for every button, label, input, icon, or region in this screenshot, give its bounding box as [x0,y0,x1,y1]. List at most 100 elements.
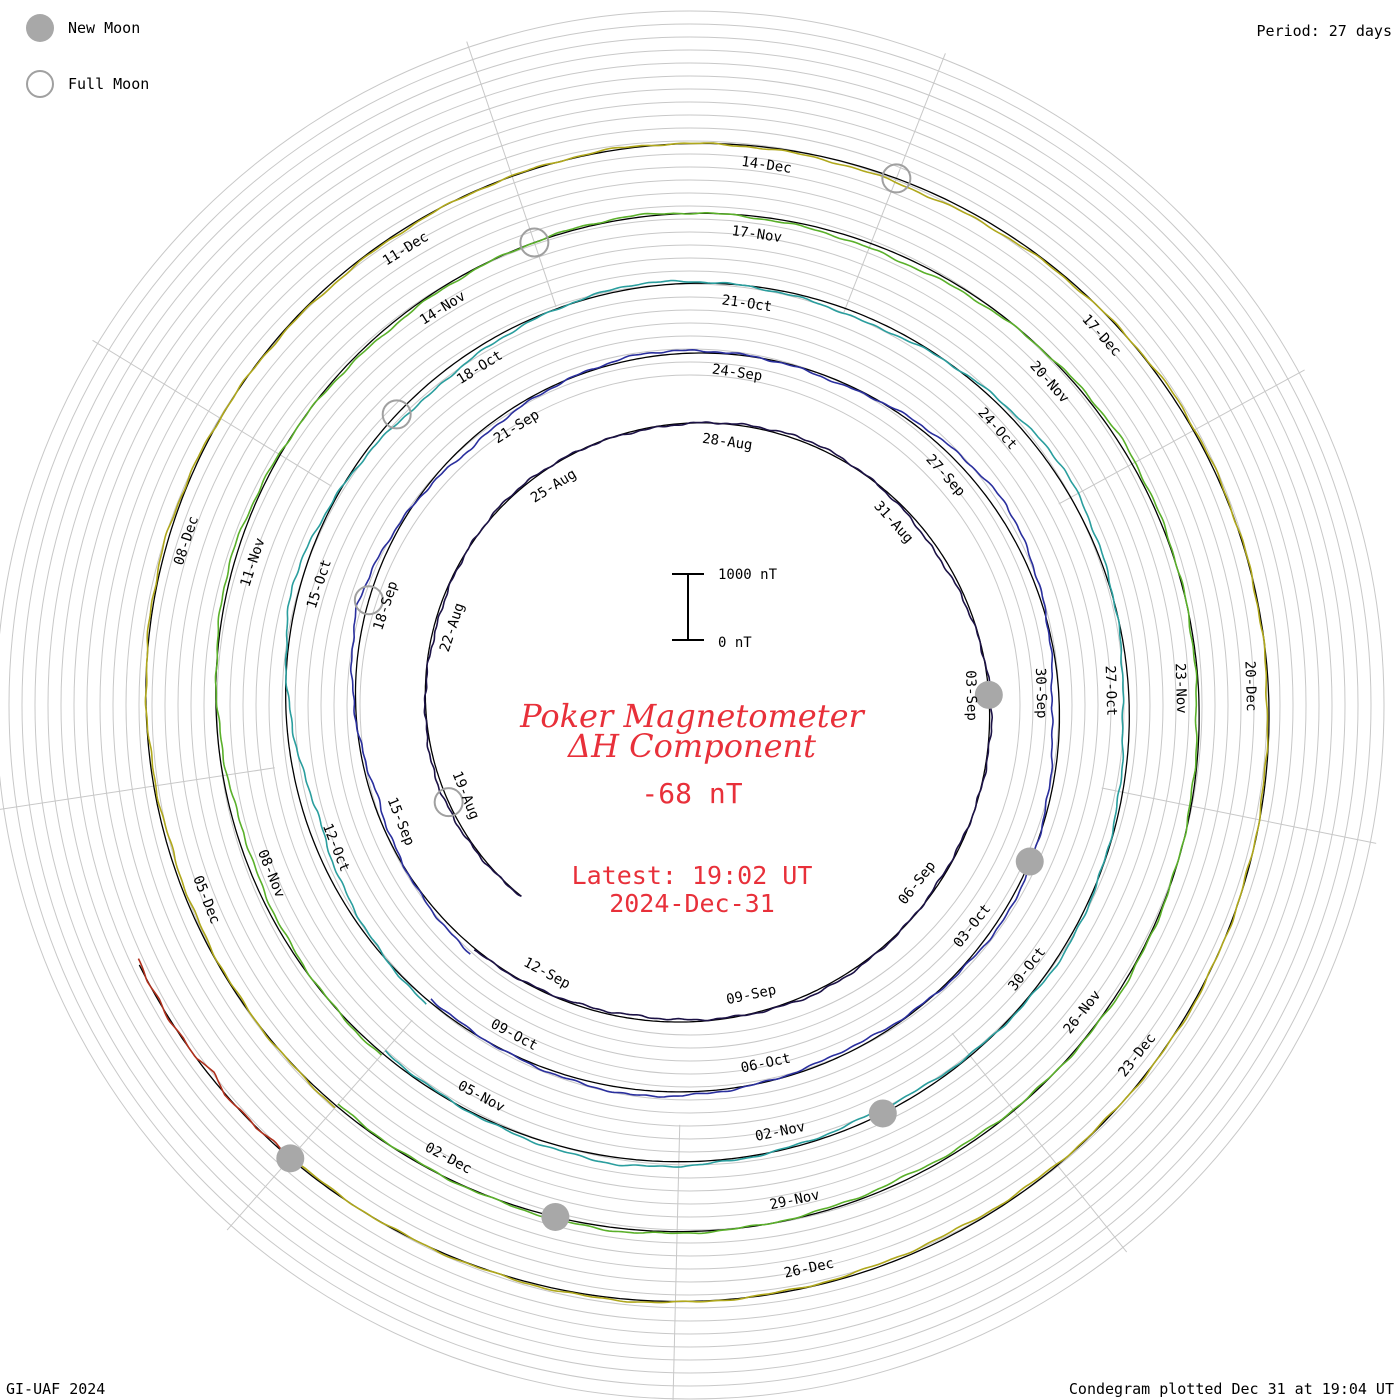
grid-ring [138,153,1242,1257]
date-label: 31-Aug [870,498,916,546]
series-turn-3 [284,279,1125,1168]
grid-ring [73,88,1307,1322]
date-spoke [92,339,332,487]
series-turn-5 [144,142,1269,1304]
new-moon-marker [276,1144,305,1173]
grid-ring [8,23,1372,1387]
series-turn-6 [137,958,290,1161]
scale-bar-top-label: 1000 nT [718,567,778,583]
date-label: 30-Oct [1006,944,1050,994]
full-moon-marker [433,787,464,818]
date-label: 14-Nov [417,288,468,328]
grid-ring [47,62,1333,1348]
date-spoke [1058,369,1305,505]
grid-ring [177,192,1203,1218]
date-label: 27-Oct [1102,665,1120,716]
date-label: 18-Oct [454,348,505,388]
chart-subtitle: ΔH Component [566,727,816,765]
date-label: 30-Sep [1032,668,1050,719]
grid-ring [60,75,1320,1335]
grid-ring [0,10,1385,1400]
legend-full-moon: Full Moon [26,70,149,98]
date-spoke [842,53,946,315]
date-label: 20-Dec [1241,661,1259,712]
footer-credit: GI-UAF 2024 [6,1380,106,1398]
data-series [137,142,1270,1304]
current-value: -68 nT [641,777,742,810]
date-label: 14-Dec [740,154,792,177]
date-label: 02-Dec [422,1140,474,1178]
new-moon-marker [974,680,1003,709]
date-label: 02-Nov [754,1119,807,1145]
date-label: 29-Nov [768,1187,821,1213]
full-moon-marker [381,399,412,430]
new-moon-marker [868,1099,897,1128]
new-moon-label: New Moon [68,19,141,37]
grid-ring [151,166,1229,1244]
date-label: 17-Nov [731,223,783,246]
date-label: 25-Aug [528,466,579,506]
grid-ring [307,322,1073,1088]
date-label: 06-Oct [739,1050,792,1076]
grid-ring [203,218,1177,1192]
legend-new-moon: New Moon [26,14,140,42]
date-label: 08-Dec [171,514,202,567]
date-label: 11-Nov [238,536,269,589]
grid-ring [86,101,1294,1309]
grid-ring [164,179,1216,1231]
date-spoke [0,767,275,810]
grid-ring [190,205,1190,1205]
grid-ring [34,49,1346,1361]
grid-ring [346,361,1034,1049]
date-label: 19-Aug [449,769,483,822]
date-spoke [1101,787,1377,844]
series-turn-4 [214,212,1198,1235]
date-spoke [466,41,557,308]
date-spokes [0,41,1377,1400]
date-label: 23-Nov [1172,663,1190,714]
grid-ring [242,257,1138,1153]
date-label: 09-Sep [725,982,778,1008]
new-moon-marker [541,1202,570,1231]
date-label: 21-Sep [491,407,542,447]
period-label: Period: 27 days [1256,22,1392,40]
grid-ring [99,114,1281,1296]
full-moon-label: Full Moon [68,75,150,93]
date-label: 06-Sep [895,858,939,908]
grid-ring [281,296,1099,1114]
scale-bar: 1000 nT 0 nT [672,567,778,651]
date-spoke [672,1124,681,1400]
new-moon-icon [26,14,54,42]
grid-ring [359,374,1021,1036]
full-moon-marker [353,585,384,616]
date-spoke [951,1032,1128,1253]
grid-ring [294,309,1086,1101]
date-label: 03-Sep [962,670,980,721]
new-moon-marker [1015,847,1044,876]
latest-time: Latest: 19:02 UT [572,861,813,890]
date-label: 24-Sep [711,362,763,385]
grid-ring [21,36,1359,1374]
date-label: 23-Dec [1116,1031,1160,1081]
moon-markers [276,163,1044,1231]
chart-title: Poker Magnetometer [519,697,865,735]
series-turn-2 [350,348,1054,1098]
grid-ring [333,348,1047,1062]
series-turn-1 [423,421,994,1022]
grid-ring [268,283,1112,1127]
date-label: 12-Sep [521,955,573,993]
date-label: 15-Oct [304,558,335,611]
date-label: 21-Oct [721,292,773,315]
latest-date: 2024-Dec-31 [609,889,775,918]
date-label: 27-Sep [922,452,968,500]
full-moon-icon [26,70,54,98]
date-label: 28-Aug [701,431,753,454]
grid-ring [125,140,1255,1270]
date-label: 05-Nov [455,1078,507,1116]
full-moon-marker [881,163,912,194]
grid-layer [0,10,1385,1400]
footer-plotted: Condegram plotted Dec 31 at 19:04 UT [1068,1380,1394,1398]
scale-bar-bottom-label: 0 nT [718,635,752,651]
full-moon-marker [519,227,550,258]
